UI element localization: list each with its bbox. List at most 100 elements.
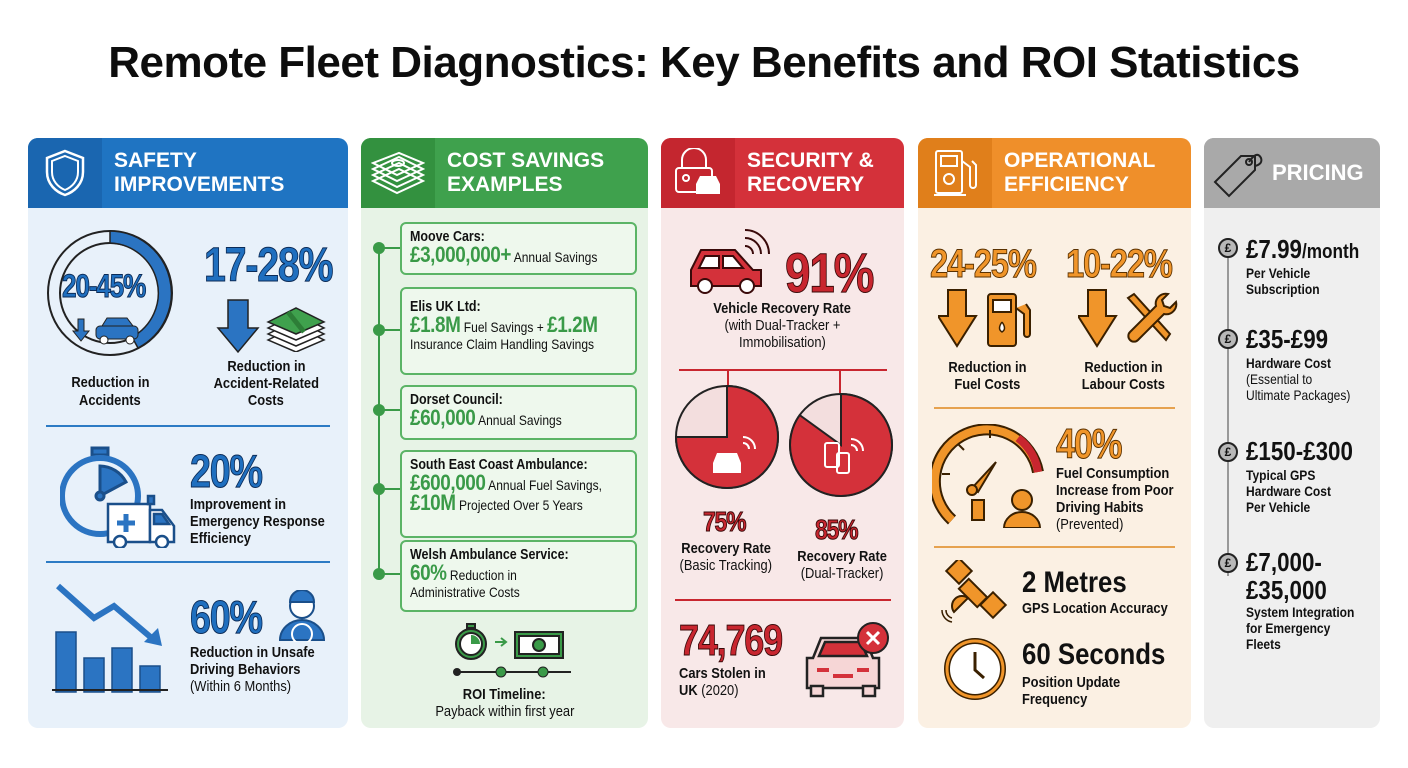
roi-timeline: ROI Timeline: Payback within first year: [361, 686, 648, 720]
connector: [727, 369, 729, 385]
label-line: UK: [679, 682, 698, 699]
label-line: Per Vehicle: [1246, 265, 1311, 281]
amount-desc: Fuel Savings +: [460, 319, 548, 335]
divider: [675, 599, 891, 601]
car-signal-icon: [690, 229, 770, 294]
shield-icon: [28, 138, 102, 208]
speedometer-driver-icon: [932, 424, 1044, 528]
connector: [383, 409, 401, 411]
price-suffix: /month: [1301, 241, 1360, 263]
label-line: Cars Stolen in: [679, 665, 766, 682]
connector: [383, 488, 401, 490]
accident-ring-icon: [47, 230, 173, 356]
label-line: Reduction in: [1083, 359, 1163, 376]
label-line: Costs: [248, 392, 284, 409]
money-stack-icon: [266, 307, 326, 352]
pound-icon: £: [1218, 238, 1238, 258]
labour-costs-value: 10-22%: [1066, 242, 1174, 287]
security-header: SECURITY & RECOVERY: [661, 138, 904, 208]
accident-costs-value: 17-28%: [204, 239, 334, 293]
page-title: Remote Fleet Diagnostics: Key Benefits a…: [108, 38, 1300, 87]
amount-desc: Annual Savings: [475, 412, 562, 428]
clock-icon: [944, 638, 1006, 700]
label-line: Driving Behaviors: [190, 661, 301, 678]
label-line: Typical GPS: [1246, 467, 1316, 483]
roi-text: Payback within first year: [434, 703, 575, 720]
timeline-dot: [373, 568, 385, 580]
amount: £1.8M: [410, 312, 461, 337]
money-stack-icon: [361, 138, 435, 208]
label-note: (with Dual-Tracker +: [724, 317, 841, 334]
label-line: Subscription: [1246, 281, 1320, 297]
timeline-dot: [373, 483, 385, 495]
label-line: Efficiency: [190, 530, 251, 547]
amount: £60,000: [410, 405, 476, 430]
security-column: SECURITY & RECOVERY 91% Vehicle Recovery …: [661, 138, 904, 728]
price-value: £150-£300: [1246, 436, 1353, 466]
label-note: Ultimate Packages): [1246, 387, 1351, 403]
label-line: Vehicle Recovery Rate: [713, 300, 852, 317]
recovery-85-label: Recovery Rate (Dual-Tracker): [779, 548, 904, 582]
label-note: (Basic Tracking): [679, 557, 773, 574]
label-line: Increase from Poor: [1056, 482, 1174, 499]
label-line: System Integration: [1246, 604, 1355, 620]
consumption-value: 40%: [1056, 420, 1123, 468]
company-name: Dorset Council:: [410, 392, 503, 408]
cost-example-card: Elis UK Ltd: £1.8M Fuel Savings + £1.2M …: [400, 287, 637, 375]
label-note: (Prevented): [1056, 516, 1124, 533]
label-line: for Emergency: [1246, 620, 1331, 636]
fuel-costs-value: 24-25%: [930, 242, 1038, 287]
stopwatch-ambulance-icon: [60, 446, 176, 548]
consumption-label: Fuel Consumption Increase from Poor Drivin…: [1056, 465, 1191, 533]
header-line: COST SAVINGS: [447, 149, 605, 172]
cost-header: COST SAVINGS EXAMPLES: [361, 138, 648, 208]
accident-costs-label: Reduction in Accident-Related Costs: [196, 358, 336, 409]
label-line: Reduction in Unsafe: [190, 644, 315, 661]
timeline-dot: [373, 404, 385, 416]
divider: [934, 546, 1175, 548]
label-line: Recovery Rate: [797, 548, 887, 565]
price-value: £7,000-: [1246, 547, 1322, 577]
label-line: Accidents: [79, 392, 141, 409]
price-value: £7.99: [1246, 234, 1302, 264]
label-line: Driving Habits: [1056, 499, 1144, 516]
stolen-label: Cars Stolen in UK (2020): [679, 665, 780, 699]
amount: £10M: [410, 490, 456, 515]
label-note: (Dual-Tracker): [800, 565, 884, 582]
label-note: (2020): [701, 682, 739, 699]
pricing-item: £7.99/month Per Vehicle Subscription: [1246, 234, 1378, 297]
amount-desc: Reduction in: [446, 567, 517, 583]
pie-85-icon: [789, 392, 893, 497]
header-line: RECOVERY: [747, 173, 865, 196]
stopwatch-to-cash-icon: [453, 623, 571, 678]
pricing-item: £150-£300 Typical GPS Hardware Cost Per Ve…: [1246, 436, 1370, 515]
timeline-dot: [373, 324, 385, 336]
pound-icon: £: [1218, 329, 1238, 349]
lock-car-icon: [661, 138, 735, 208]
fuel-pump-gear-icon: [918, 138, 992, 208]
header-line: SECURITY &: [747, 149, 874, 172]
header-line: SAFETY: [114, 149, 197, 172]
price-value: £35,000: [1246, 575, 1327, 605]
price-tag-icon: [1204, 138, 1270, 208]
emergency-label: Improvement in Emergency Response Efficien…: [190, 496, 347, 547]
header-line: PRICING: [1272, 160, 1364, 185]
safety-header: SAFETY IMPROVEMENTS: [28, 138, 348, 208]
label-note: (Within 6 Months): [190, 678, 292, 695]
label-line: Reduction in: [70, 374, 150, 391]
pricing-item: £7,000- £35,000 System Integration for Em…: [1246, 548, 1372, 652]
cost-example-card: Welsh Ambulance Service: 60% Reduction i…: [400, 540, 637, 612]
accidents-label: Reduction in Accidents: [48, 374, 172, 410]
label-line: Improvement in: [190, 496, 287, 513]
label-line: Hardware Cost: [1246, 355, 1331, 371]
header-line: OPERATIONAL: [1004, 149, 1156, 172]
satellite-icon: [941, 560, 1008, 623]
roi-title: ROI Timeline:: [463, 686, 546, 703]
label-line: Frequency: [1022, 691, 1088, 708]
recovery-91-value: 91%: [785, 241, 875, 305]
stolen-value: 74,769: [679, 616, 784, 666]
header-line: EXAMPLES: [447, 173, 563, 196]
amount-desc: Administrative Costs: [410, 584, 520, 600]
accidents-value: 20-45%: [62, 268, 147, 305]
company-name: Moove Cars:: [410, 229, 485, 245]
